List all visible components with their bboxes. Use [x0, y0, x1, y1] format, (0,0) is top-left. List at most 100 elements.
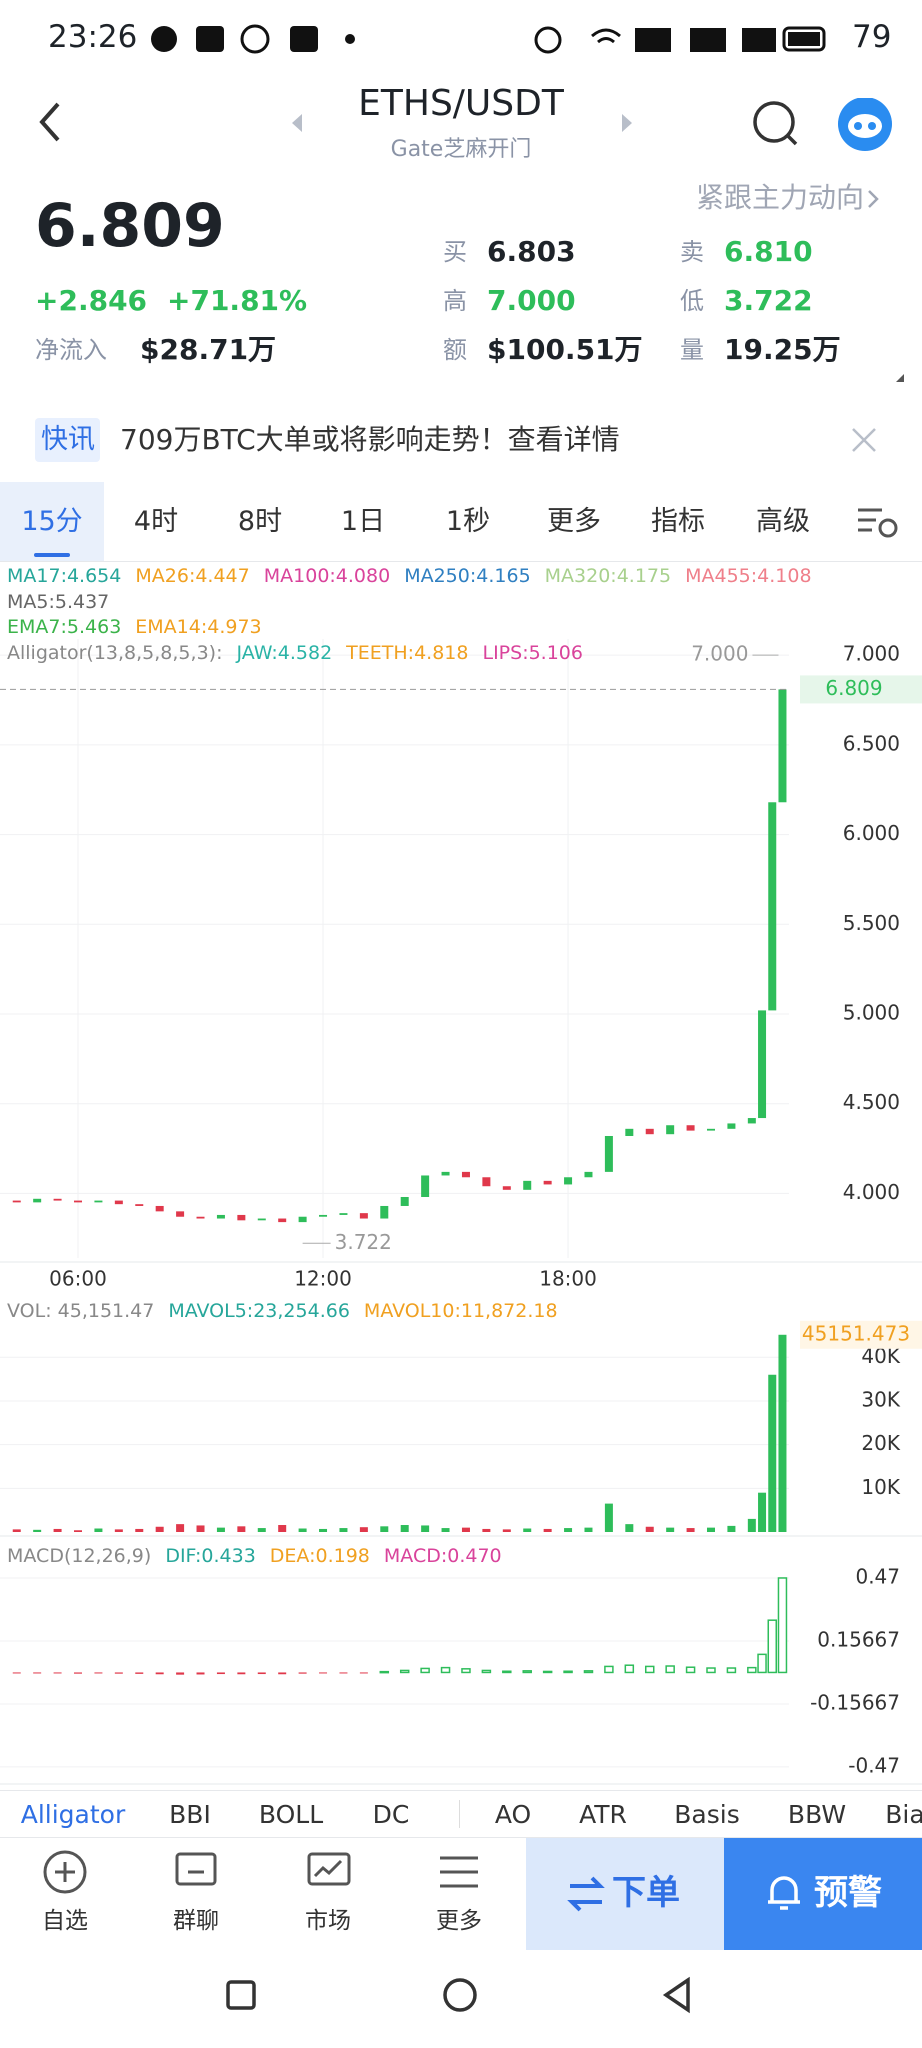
news-text[interactable]: 709万BTC大单或将影响走势！查看详情 — [120, 423, 620, 456]
candle-body — [686, 1125, 695, 1131]
candle-body — [33, 1198, 42, 1203]
timeframe-tab[interactable]: 8时 — [237, 506, 283, 537]
indicator-tab[interactable]: ATR — [579, 1800, 627, 1829]
follow-link[interactable]: 紧跟主力动向 — [695, 181, 864, 214]
y-tick-label: 6.000 — [843, 821, 900, 845]
candle-body — [564, 1177, 573, 1185]
candle-body — [604, 1135, 613, 1172]
indicator-tab[interactable]: BBW — [787, 1800, 847, 1829]
legend-item: EMA7:5.463 — [7, 616, 122, 638]
status-icons — [151, 24, 355, 54]
order-icon — [567, 1876, 605, 1912]
indicator-tab[interactable]: DC — [372, 1800, 410, 1829]
macd-bar — [624, 1664, 635, 1674]
timeframe-tab[interactable]: 更多 — [547, 506, 601, 537]
indicator-tab[interactable]: Bia — [885, 1800, 922, 1829]
nav-label[interactable]: 自选 — [42, 1908, 88, 1934]
candle-body — [645, 1128, 654, 1135]
candle-body — [94, 1200, 103, 1203]
system-nav[interactable] — [0, 1950, 922, 2048]
stat-label: 额 — [443, 336, 467, 364]
candle-body — [768, 802, 777, 1011]
macd-bar — [747, 1666, 757, 1674]
timeframe-tab[interactable]: 15分 — [21, 506, 83, 537]
candle-body — [758, 1010, 767, 1119]
divider — [0, 561, 922, 562]
macd-bar — [33, 1672, 42, 1674]
legend-item: DIF:0.433 — [165, 1545, 256, 1567]
net-inflow-label: 净流入 — [35, 336, 107, 364]
macd-bar — [196, 1672, 205, 1675]
high-label: 7.000 — [691, 642, 748, 666]
nav-label[interactable]: 群聊 — [173, 1908, 219, 1934]
legend-row: MACD(12,26,9) DIF:0.433 DEA:0.198 MACD:0.47… — [7, 1545, 502, 1567]
volume-bar — [564, 1528, 573, 1532]
last-price: 6.809 — [35, 191, 225, 261]
timeframe-tab[interactable]: 高级 — [756, 506, 810, 537]
volume-bar — [33, 1529, 42, 1532]
order-button[interactable] — [526, 1838, 724, 1950]
legend-item: TEETH:4.818 — [346, 641, 469, 664]
indicator-tab[interactable]: Basis — [674, 1800, 740, 1829]
macd-bar — [237, 1672, 246, 1675]
candle-body — [339, 1213, 348, 1215]
chart-settings[interactable] — [856, 504, 900, 540]
macd-bar — [379, 1670, 390, 1674]
charts: 4.000 4.500 5.000 5.500 6.000 6.500 7.000 06:00… — [0, 639, 922, 1785]
legend-item: VOL: 45,151.47 — [7, 1300, 155, 1322]
macd-bar — [135, 1672, 144, 1674]
volume-bar — [461, 1527, 470, 1532]
timeframe-tab[interactable]: 4时 — [133, 506, 179, 537]
volume-bar — [543, 1528, 552, 1532]
system-icons — [534, 26, 826, 54]
y-tick-label: 0.47 — [855, 1564, 900, 1588]
last-volume-tag — [800, 1320, 922, 1349]
timeframe-tab[interactable]: 1日 — [340, 506, 386, 537]
indicator-tab[interactable]: AO — [494, 1800, 532, 1829]
timeframe-tab[interactable]: 指标 — [651, 506, 705, 537]
stat-value: 19.25万 — [724, 333, 841, 366]
volume-bar — [339, 1528, 348, 1532]
macd-bar — [542, 1670, 553, 1674]
macd-bar — [522, 1670, 532, 1674]
indicator-tab[interactable]: BOLL — [258, 1800, 324, 1829]
back-button[interactable] — [36, 100, 66, 144]
header-actions[interactable] — [750, 98, 900, 152]
macd-bar — [481, 1669, 492, 1674]
macd-bar — [757, 1653, 767, 1674]
news-close[interactable] — [850, 426, 878, 454]
legend-row: VOL: 45,151.47 MAVOL5:23,254.66 MAVOL10:11… — [7, 1300, 558, 1322]
macd-bar — [777, 1577, 788, 1674]
stat-label: 低 — [680, 287, 704, 315]
volume-bar — [298, 1528, 307, 1532]
indicator-tab[interactable]: BBI — [169, 1800, 211, 1829]
macd-bar — [726, 1667, 737, 1674]
candle-body — [298, 1216, 307, 1223]
candle-body — [625, 1128, 634, 1136]
candle-body — [666, 1125, 675, 1135]
low-label: 3.722 — [335, 1230, 392, 1254]
x-tick-label: 06:00 — [49, 1267, 107, 1291]
indicator-tab[interactable]: Alligator — [20, 1800, 126, 1829]
legend-item: MAVOL10:11,872.18 — [363, 1300, 558, 1322]
macd-bar — [665, 1665, 675, 1674]
volume-bar — [604, 1503, 613, 1532]
macd-bar — [94, 1672, 103, 1674]
nav-label[interactable]: 市场 — [305, 1908, 351, 1934]
last-volume-label: 45151.473 — [802, 1321, 910, 1345]
legend-item: MA250:4.165 — [404, 565, 531, 587]
y-tick-label: -0.15667 — [810, 1690, 900, 1714]
expand-corner[interactable] — [894, 372, 906, 384]
stat-label: 卖 — [680, 238, 704, 266]
alert-button[interactable] — [724, 1838, 922, 1950]
nav-label[interactable]: 更多 — [436, 1908, 482, 1934]
candle-body — [380, 1205, 389, 1219]
pair-subtitle: Gate芝麻开门 — [390, 137, 532, 162]
volume-bar — [727, 1525, 736, 1532]
volume-bar — [319, 1528, 328, 1532]
y-tick-label: -0.47 — [848, 1753, 900, 1777]
volume-bar — [237, 1526, 246, 1532]
macd-bar — [114, 1672, 123, 1674]
macd-bar — [767, 1619, 778, 1674]
timeframe-tab[interactable]: 1秒 — [445, 506, 491, 537]
